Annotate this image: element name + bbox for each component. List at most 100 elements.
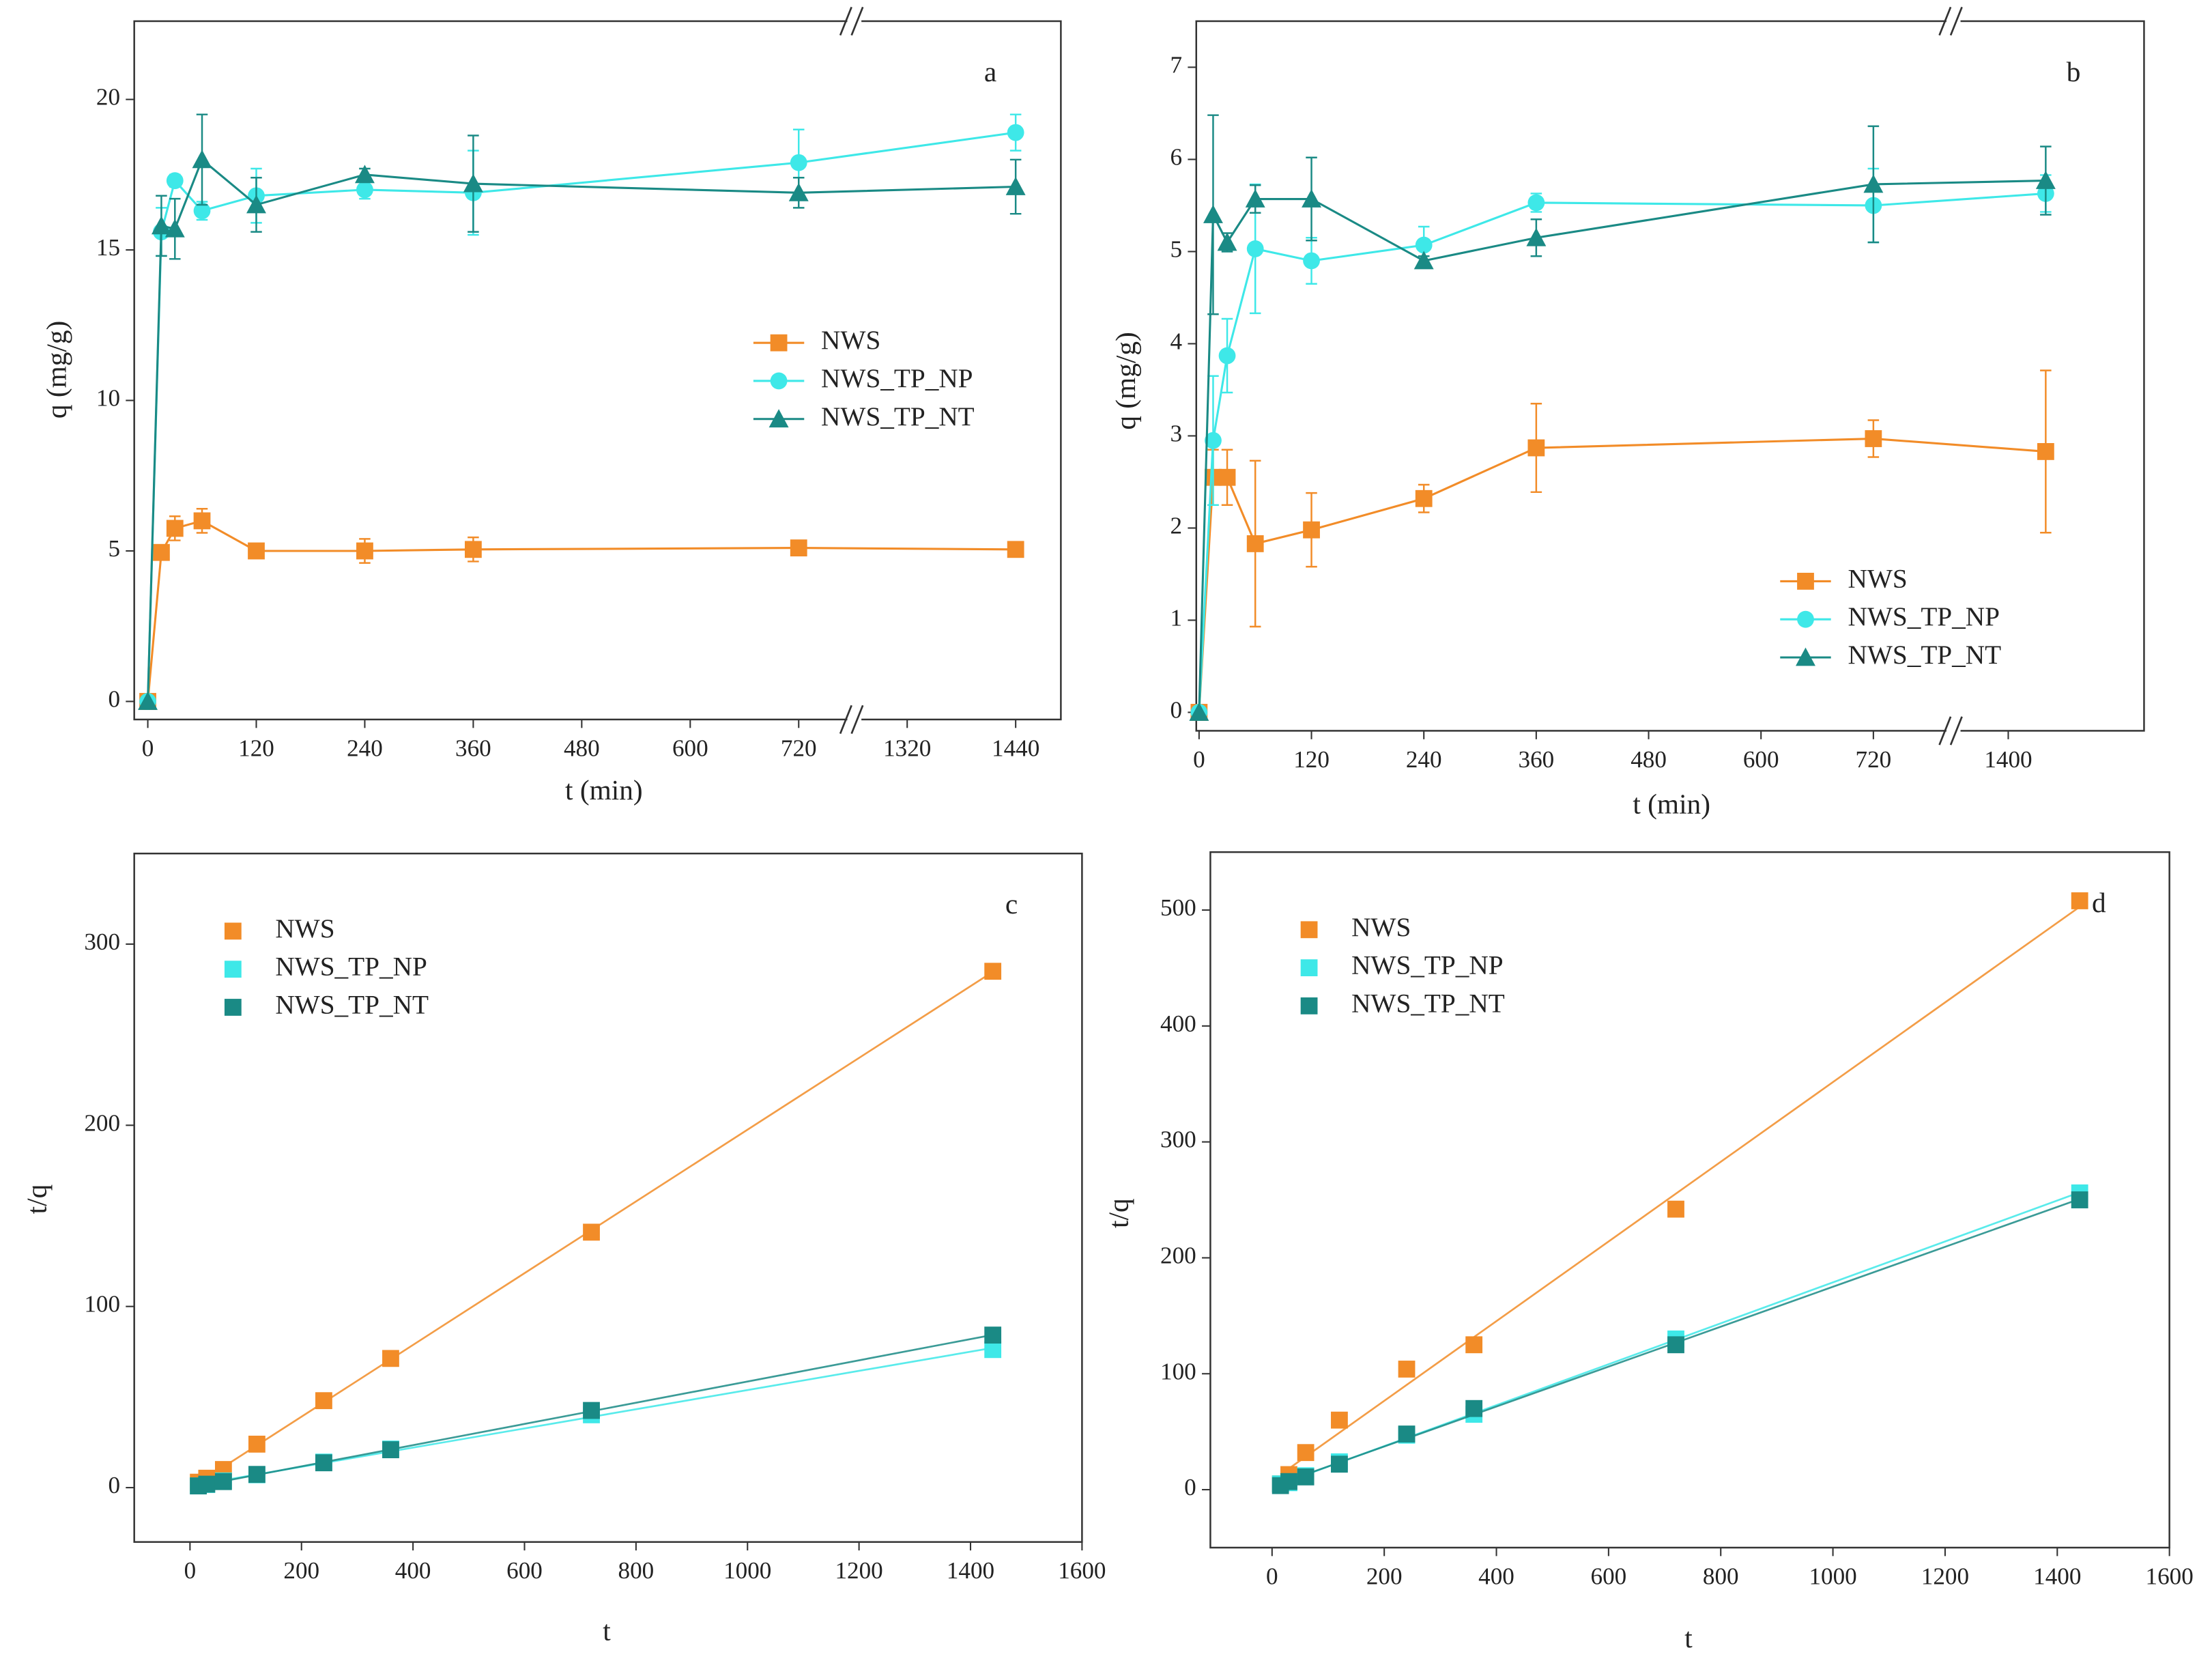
series-line [147, 520, 1016, 702]
y-axis-label: q (mg/g) [1110, 332, 1142, 429]
x-tick-label: 600 [672, 735, 708, 761]
data-point [193, 512, 211, 530]
data-point [166, 520, 184, 537]
data-point [198, 1475, 216, 1493]
axis-break [1949, 6, 1963, 36]
x-tick-label: 800 [1703, 1563, 1739, 1589]
data-point [1667, 1336, 1684, 1354]
data-point [2035, 171, 2056, 189]
data-point [1205, 431, 1222, 449]
y-tick-label: 5 [1170, 236, 1183, 263]
legend-marker [770, 334, 788, 352]
y-tick-label: 5 [108, 535, 120, 562]
data-point [1398, 1425, 1416, 1443]
data-point [1527, 439, 1545, 457]
data-point [1863, 174, 1884, 193]
y-tick-label: 0 [108, 1472, 120, 1499]
y-axis-label: t/q [1103, 1198, 1134, 1228]
data-point [1297, 1468, 1315, 1486]
data-point [382, 1441, 399, 1459]
axis-break [1938, 716, 1952, 745]
y-tick-label: 400 [1160, 1010, 1196, 1037]
x-tick-label: 600 [506, 1557, 543, 1584]
x-tick-label: 720 [781, 735, 817, 761]
plot-frame [1195, 20, 2145, 732]
x-tick-label: 200 [1366, 1563, 1403, 1589]
data-point [248, 1435, 265, 1453]
data-point [790, 539, 807, 556]
data-point [248, 1466, 265, 1483]
data-point [2071, 1191, 2088, 1208]
data-point [1189, 702, 1209, 721]
y-tick-label: 0 [1170, 697, 1183, 724]
data-point [1303, 521, 1320, 539]
y-tick-label: 500 [1160, 894, 1196, 921]
data-point [583, 1402, 600, 1419]
x-tick-label: 0 [1266, 1563, 1278, 1589]
legend-label: NWS [275, 914, 334, 943]
fit-line [1280, 906, 2080, 1476]
data-point [315, 1392, 332, 1410]
data-point [192, 150, 212, 169]
data-point [463, 173, 483, 193]
data-point [1217, 232, 1237, 251]
legend-label: NWS [1848, 564, 1907, 593]
y-tick-label: 2 [1170, 513, 1183, 539]
legend-marker [1300, 997, 1318, 1014]
data-point [153, 543, 170, 561]
x-tick-label: 1000 [723, 1557, 771, 1584]
legend-label: NWS_TP_NT [1848, 640, 2001, 670]
series-line [1198, 437, 2046, 713]
x-tick-label: 600 [1743, 746, 1779, 773]
data-point [1007, 124, 1024, 141]
x-tick-label: 1200 [835, 1557, 882, 1584]
x-axis-label: t [1684, 1622, 1693, 1653]
data-point [1218, 347, 1236, 365]
legend-label: NWS_TP_NP [1351, 951, 1503, 980]
x-tick-label: 1400 [947, 1557, 994, 1584]
data-point [464, 541, 482, 558]
x-tick-label: 1320 [883, 735, 931, 761]
data-point [1415, 489, 1433, 507]
data-point [138, 691, 158, 710]
y-tick-label: 6 [1170, 144, 1183, 171]
data-point [1297, 1444, 1315, 1462]
axis-break [850, 705, 864, 735]
data-point [2071, 892, 2088, 909]
x-tick-label: 360 [1519, 746, 1555, 773]
data-point [788, 182, 809, 201]
x-tick-label: 1200 [1921, 1563, 1969, 1589]
x-tick-label: 200 [283, 1557, 319, 1584]
legend-marker [1797, 572, 1814, 590]
x-axis-label: t (min) [1633, 789, 1710, 821]
x-tick-label: 1440 [992, 735, 1039, 761]
data-point [583, 1223, 600, 1241]
legend-marker [224, 922, 242, 940]
data-point [1465, 1336, 1483, 1354]
y-tick-label: 300 [1160, 1126, 1196, 1153]
data-point [164, 218, 185, 238]
plot-frame [1209, 851, 2170, 1549]
x-tick-label: 0 [1193, 746, 1205, 773]
data-point [1303, 252, 1320, 270]
y-tick-label: 200 [84, 1109, 120, 1136]
legend-marker [769, 409, 789, 428]
axis-break [1949, 716, 1963, 745]
x-tick-label: 1000 [1809, 1563, 1856, 1589]
panel-label: a [984, 56, 996, 87]
data-point [356, 181, 373, 199]
data-point [1005, 177, 1026, 195]
y-tick-label: 15 [96, 234, 120, 261]
legend-label: NWS_TP_NT [275, 990, 429, 1019]
x-tick-label: 120 [1293, 746, 1330, 773]
legend-marker [770, 372, 788, 390]
y-tick-label: 7 [1170, 52, 1183, 79]
y-tick-label: 0 [108, 686, 120, 713]
y-tick-label: 20 [96, 84, 120, 111]
y-tick-label: 200 [1160, 1242, 1196, 1269]
data-point [246, 195, 266, 214]
data-point [2037, 443, 2054, 460]
data-point [1218, 468, 1236, 486]
x-tick-label: 1600 [1058, 1557, 1106, 1584]
y-tick-label: 4 [1170, 328, 1183, 355]
